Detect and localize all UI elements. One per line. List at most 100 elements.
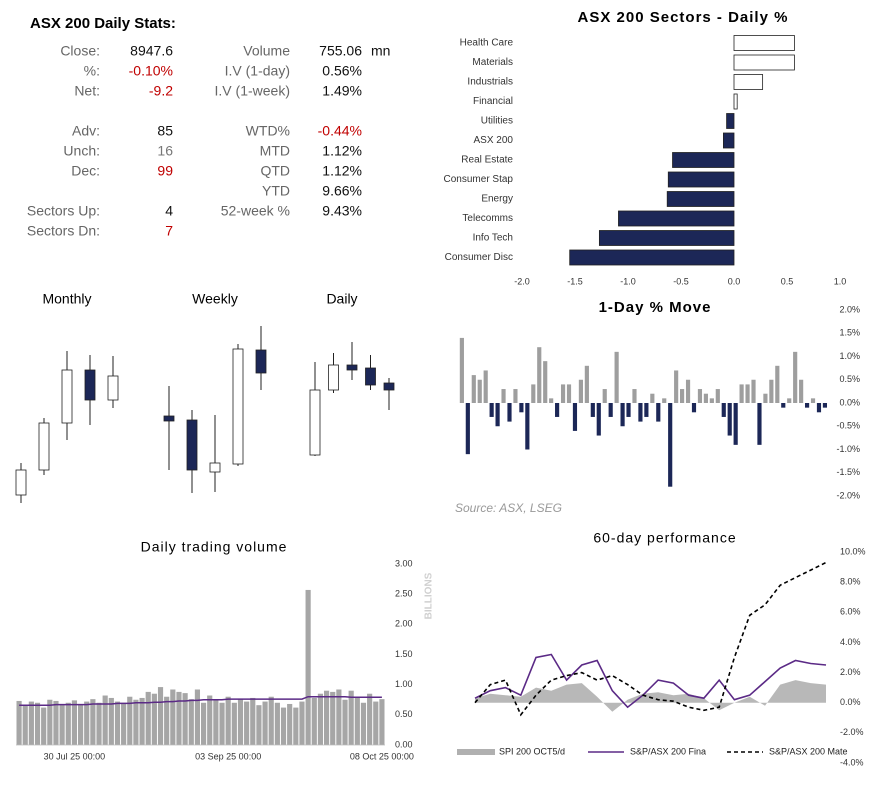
x-tick-label: -0.5 — [673, 276, 689, 286]
bar — [483, 370, 488, 403]
x-tick-label: -1.5 — [567, 276, 583, 286]
bar — [133, 699, 139, 745]
y-tick-label: 0.0% — [839, 397, 860, 407]
x-tick-label: 08 Oct 25 00:00 — [350, 751, 414, 761]
legend-label: SPI 200 OCT5/d — [499, 746, 565, 756]
stat-value: -9.2 — [149, 83, 173, 99]
bar — [102, 695, 108, 745]
bar — [280, 707, 287, 745]
bar — [176, 691, 182, 745]
bar — [584, 365, 589, 403]
bar — [822, 403, 828, 408]
candle-body — [107, 375, 119, 401]
stat-label: Dec: — [71, 163, 100, 179]
candle-body — [346, 364, 358, 371]
stat-value: 1.49% — [322, 83, 362, 99]
y-tick-label: -2.0% — [836, 490, 860, 500]
candle-body — [38, 422, 50, 471]
bar — [662, 398, 667, 403]
stat-value: 8947.6 — [130, 43, 173, 59]
bar — [656, 403, 661, 422]
bar — [114, 701, 121, 745]
candle-body — [383, 382, 395, 391]
category-label: Energy — [481, 194, 513, 205]
legend-label: S&P/ASX 200 Fina — [630, 746, 706, 756]
bar — [572, 403, 578, 431]
bar — [614, 351, 619, 403]
y-tick-label: -0.5% — [836, 421, 860, 431]
bar — [733, 35, 795, 51]
bar — [495, 403, 500, 427]
y-tick-label: 0.00 — [395, 739, 413, 749]
chart-title: Weekly — [192, 291, 238, 307]
x-tick-label: 0.5 — [781, 276, 794, 286]
bar — [525, 403, 530, 450]
bar — [733, 93, 738, 110]
bar — [293, 707, 299, 745]
bar — [96, 702, 102, 745]
chart-title: Monthly — [42, 291, 91, 307]
category-label: Utilities — [481, 116, 513, 127]
bar — [733, 54, 795, 71]
bar — [566, 384, 572, 403]
bar — [769, 379, 774, 403]
stat-label: Unch: — [63, 143, 100, 159]
bar — [477, 379, 482, 403]
category-label: Financial — [473, 96, 513, 107]
bar — [188, 699, 194, 745]
bar — [465, 403, 470, 455]
bar — [348, 690, 354, 745]
bar — [354, 696, 360, 745]
bar — [650, 393, 655, 403]
y-tick-label: 0.5% — [839, 374, 860, 384]
bar — [250, 697, 256, 745]
candle-body — [15, 469, 27, 496]
bar — [77, 703, 84, 745]
candle-body — [163, 415, 175, 422]
candle-body — [309, 389, 321, 456]
line — [474, 561, 827, 717]
stat-label: Volume — [243, 43, 290, 59]
stat-label: Net: — [74, 83, 100, 99]
bar — [244, 701, 250, 745]
bar — [804, 403, 810, 408]
bar — [531, 384, 536, 403]
bar — [810, 398, 816, 403]
bar — [721, 403, 726, 417]
x-tick-label: 0.0 — [728, 276, 741, 286]
bar — [697, 389, 703, 403]
bar — [667, 171, 735, 188]
bar — [330, 691, 336, 745]
bar — [739, 384, 744, 403]
bar — [751, 379, 756, 403]
y-tick-label: 1.00 — [395, 679, 413, 689]
category-label: ASX 200 — [474, 135, 514, 146]
bar — [219, 702, 225, 745]
stat-value: 85 — [157, 123, 173, 139]
bar — [799, 379, 804, 403]
bar — [65, 702, 71, 745]
bar — [549, 398, 554, 403]
x-tick-label: 30 Jul 25 00:00 — [44, 751, 106, 761]
stat-label: WTD% — [246, 123, 290, 139]
bar — [28, 701, 34, 745]
candle-body — [232, 348, 244, 465]
bar — [733, 74, 764, 90]
bar — [305, 589, 311, 745]
bar — [360, 702, 367, 745]
bar — [598, 230, 735, 246]
bar — [121, 702, 127, 745]
y-tick-label: 2.0% — [839, 304, 860, 314]
stat-label: Close: — [60, 43, 100, 59]
y-tick-label: 0.50 — [395, 709, 413, 719]
y-axis-label: BILLIONS — [424, 572, 435, 619]
stat-value: 99 — [157, 163, 173, 179]
x-tick-label: -2.0 — [514, 276, 530, 286]
bar — [471, 375, 476, 403]
bar — [578, 379, 583, 403]
bar — [602, 389, 607, 403]
chart-title: Daily — [326, 291, 357, 307]
y-tick-label: -2.0% — [840, 727, 864, 737]
bar — [145, 691, 151, 745]
